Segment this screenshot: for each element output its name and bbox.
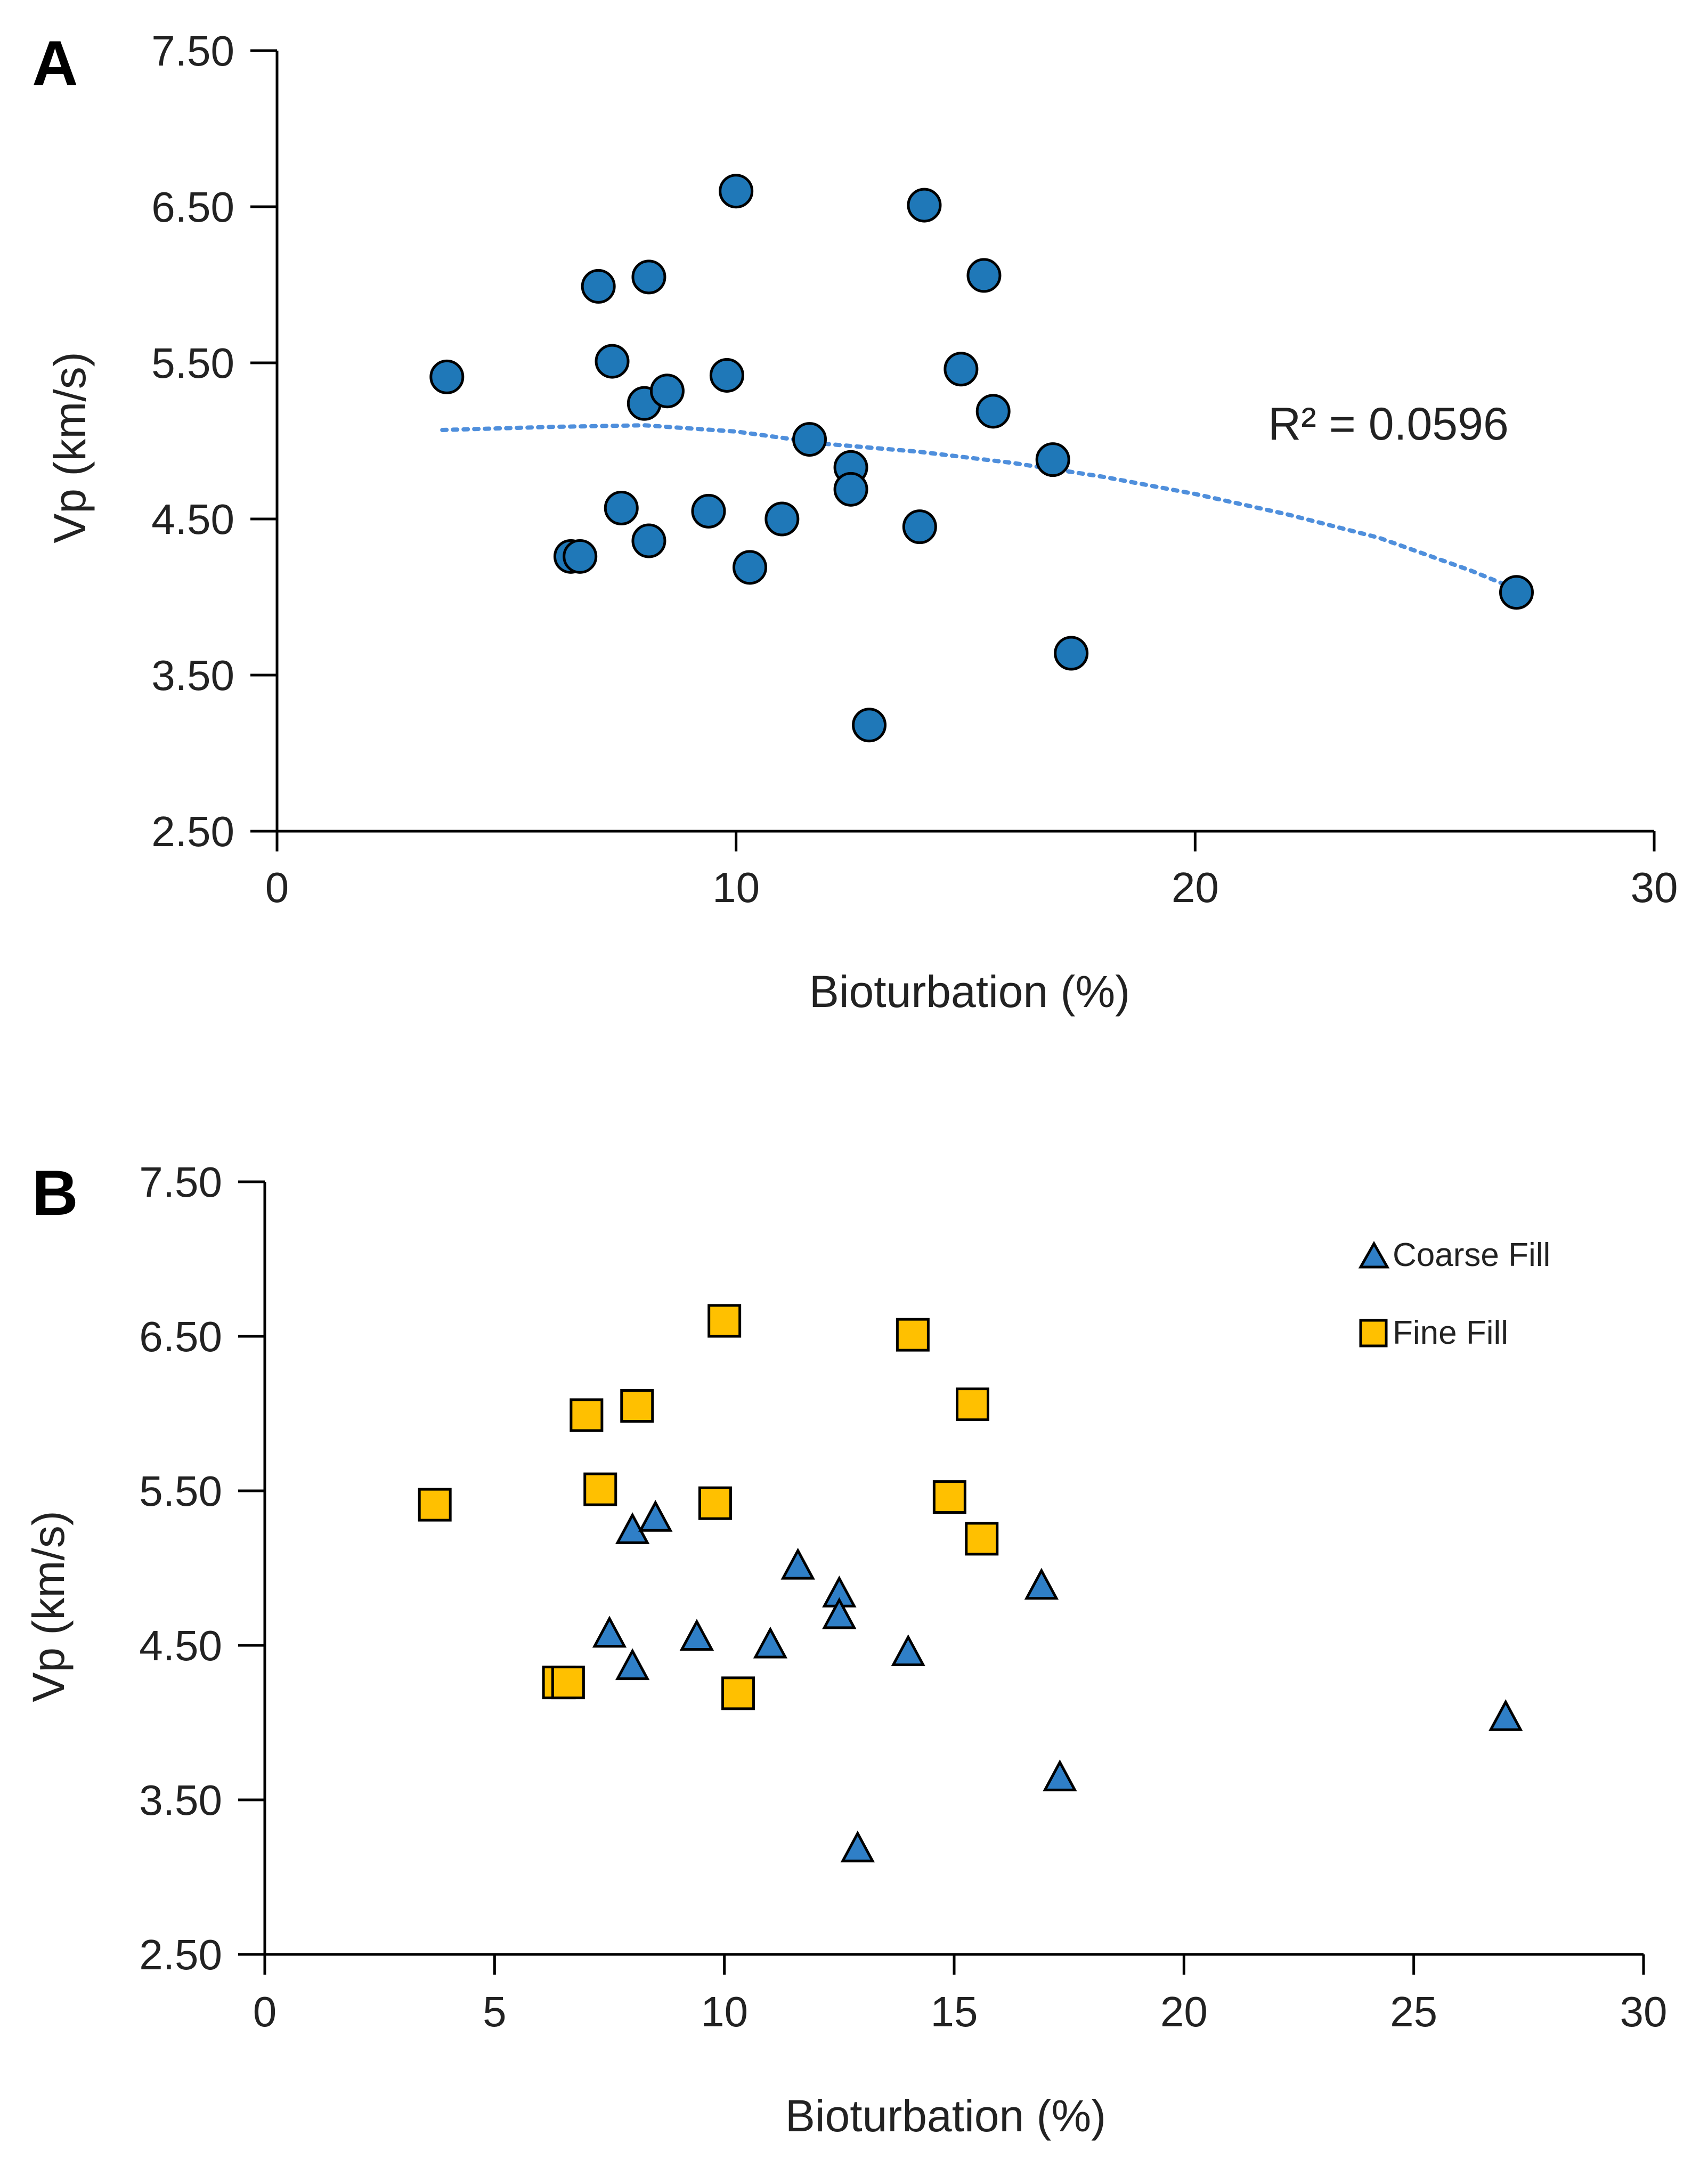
b-x-tick-label: 25 — [1390, 1988, 1437, 2035]
a-y-tick-label: 4.50 — [151, 496, 234, 543]
panel-a-r-squared: R² = 0.0596 — [1268, 399, 1509, 450]
data-point-triangle — [1489, 1699, 1523, 1731]
data-point-square — [965, 1522, 999, 1556]
data-point-circle — [966, 258, 1002, 293]
data-point-triangle — [592, 1616, 627, 1648]
data-point-circle — [975, 394, 1011, 429]
a-x-tick-label: 20 — [1172, 864, 1219, 911]
b-y-tick-label: 4.50 — [139, 1622, 222, 1669]
a-y-tick-label: 2.50 — [151, 808, 234, 855]
data-point-circle — [944, 352, 979, 387]
data-point-triangle — [679, 1619, 714, 1651]
panel-b-x-axis-label: Bioturbation (%) — [785, 2091, 1106, 2141]
a-y-tick-label: 5.50 — [151, 339, 234, 387]
panel-a-points — [429, 174, 1534, 743]
data-point-circle — [907, 188, 942, 223]
panel-b-label: B — [32, 1157, 78, 1229]
data-point-circle — [1054, 636, 1089, 671]
data-point-square — [583, 1472, 617, 1506]
data-point-circle — [631, 259, 666, 295]
data-point-circle — [719, 174, 754, 209]
a-x-tick-label: 30 — [1631, 864, 1678, 911]
data-point-circle — [1035, 442, 1070, 477]
data-point-circle — [604, 490, 639, 525]
data-point-triangle — [1043, 1759, 1077, 1791]
b-y-tick-label: 2.50 — [139, 1931, 222, 1978]
b-x-tick-label: 0 — [253, 1988, 277, 2035]
a-x-tick-label: 10 — [712, 864, 760, 911]
panel-b-chart: B 2.50 3.50 4.50 5.50 6.50 7.50 0 5 10 15 20 25 30 B… — [23, 1157, 1667, 2141]
data-point-square — [418, 1488, 452, 1522]
panel-b-axes: 2.50 3.50 4.50 5.50 6.50 7.50 0 5 10 15 20 25 30 — [139, 1158, 1667, 2035]
data-point-square — [698, 1486, 732, 1520]
data-point-triangle — [840, 1830, 875, 1863]
b-x-tick-label: 20 — [1160, 1988, 1208, 2035]
legend-coarse-fill-label: Coarse Fill — [1393, 1237, 1550, 1273]
data-point-square — [896, 1318, 930, 1352]
data-point-triangle — [780, 1547, 815, 1580]
b-x-tick-label: 15 — [931, 1988, 978, 2035]
panel-a-x-axis-label: Bioturbation (%) — [809, 967, 1130, 1017]
data-point-triangle — [753, 1626, 788, 1659]
legend-square-marker — [1359, 1319, 1388, 1348]
panel-b-y-axis-label: Vp (km/s) — [23, 1511, 74, 1702]
data-point-circle — [764, 501, 800, 537]
data-point-circle — [581, 269, 616, 304]
b-y-tick-label: 3.50 — [139, 1776, 222, 1824]
data-point-circle — [733, 550, 768, 585]
data-point-square — [707, 1304, 742, 1338]
a-y-tick-label: 7.50 — [151, 27, 234, 75]
panel-a-label: A — [32, 28, 78, 99]
data-point-circle — [631, 523, 666, 558]
trendline — [440, 423, 1519, 591]
data-point-circle — [902, 509, 937, 545]
data-point-triangle — [1024, 1568, 1059, 1600]
data-point-square — [721, 1676, 755, 1710]
data-point-circle — [595, 344, 630, 379]
a-y-tick-label: 3.50 — [151, 652, 234, 699]
data-point-circle — [429, 359, 465, 394]
panel-a-axes: 2.50 3.50 4.50 5.50 6.50 7.50 0 10 20 30 — [151, 27, 1678, 911]
a-x-tick-label: 0 — [265, 864, 289, 911]
data-point-square — [570, 1398, 604, 1432]
a-y-tick-label: 6.50 — [151, 183, 234, 231]
data-point-circle — [709, 358, 744, 393]
legend-fine-fill-label: Fine Fill — [1393, 1314, 1508, 1351]
data-point-circle — [852, 708, 887, 743]
data-point-triangle — [638, 1499, 673, 1532]
panel-b-points — [418, 1304, 1523, 1863]
b-x-tick-label: 10 — [701, 1988, 748, 2035]
panel-a-chart: A 2.50 3.50 4.50 5.50 6.50 7.50 0 10 20 30 Biotur… — [32, 27, 1678, 1017]
data-point-circle — [649, 374, 685, 409]
data-point-square — [932, 1480, 966, 1514]
data-point-square — [620, 1389, 654, 1423]
data-point-square — [551, 1666, 585, 1700]
data-point-circle — [833, 472, 868, 507]
data-point-circle — [563, 539, 598, 574]
data-point-circle — [1499, 575, 1534, 610]
legend-triangle-marker — [1358, 1240, 1390, 1269]
b-y-tick-label: 5.50 — [139, 1467, 222, 1515]
b-x-tick-label: 30 — [1620, 1988, 1668, 2035]
data-point-triangle — [891, 1634, 925, 1666]
data-point-circle — [691, 493, 726, 529]
b-x-tick-label: 5 — [483, 1988, 507, 2035]
panel-a-y-axis-label: Vp (km/s) — [45, 352, 95, 543]
data-point-circle — [792, 422, 827, 457]
panel-b-legend: Coarse Fill Fine Fill — [1358, 1237, 1550, 1351]
panel-a-trendline — [440, 423, 1519, 591]
data-point-triangle — [822, 1597, 857, 1629]
data-point-triangle — [615, 1648, 650, 1681]
b-y-tick-label: 6.50 — [139, 1313, 222, 1360]
data-point-square — [956, 1387, 990, 1422]
b-y-tick-label: 7.50 — [139, 1158, 222, 1206]
